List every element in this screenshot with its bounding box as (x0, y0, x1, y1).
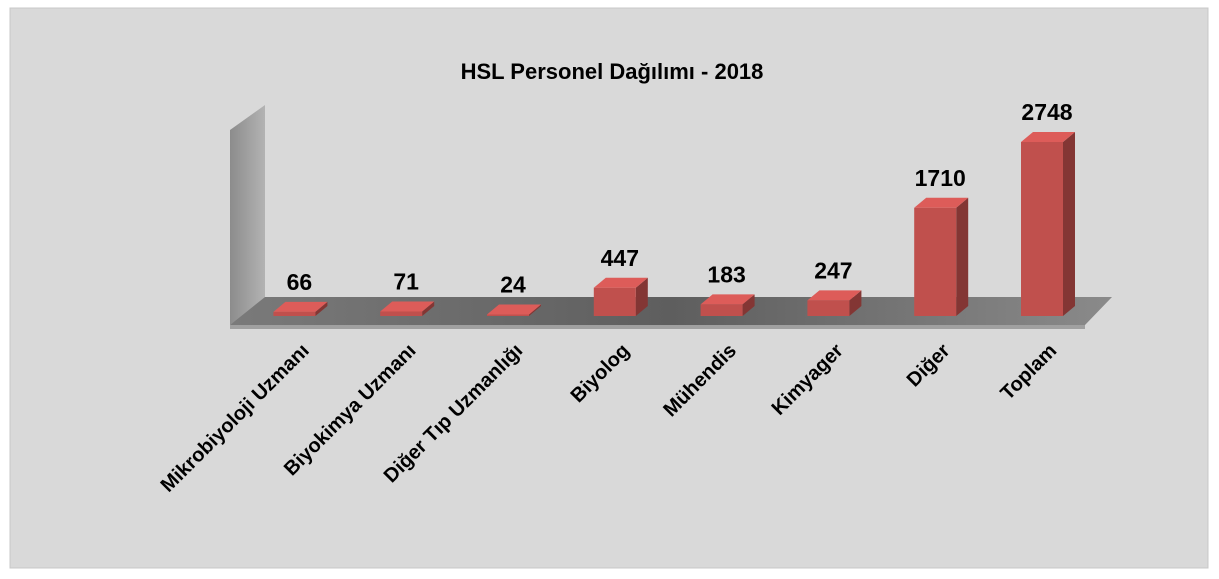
bar (593, 287, 636, 316)
bar-top (807, 290, 862, 301)
chart-title: HSL Personel Dağılımı - 2018 (461, 59, 764, 84)
bar-top (487, 304, 541, 315)
data-label: 71 (393, 269, 419, 295)
data-label: 24 (500, 272, 526, 298)
data-label: 66 (287, 269, 313, 295)
data-label: 2748 (1021, 99, 1072, 125)
floor-edge (230, 325, 1085, 329)
bar-side (422, 301, 435, 316)
bar-top (593, 277, 648, 288)
bar-top (700, 294, 755, 305)
bar-side (315, 301, 328, 316)
data-label: 447 (601, 245, 639, 271)
back-wall (230, 105, 265, 325)
bar-side (956, 197, 969, 316)
bar (380, 311, 423, 316)
bar (914, 207, 957, 316)
bar (700, 304, 743, 316)
data-label: 1710 (915, 165, 966, 191)
bar-top (1021, 132, 1075, 142)
bar (273, 311, 316, 316)
floor (230, 297, 1112, 325)
data-label: 183 (707, 261, 745, 287)
bar-side (742, 294, 755, 316)
bar (807, 300, 850, 316)
bar (487, 314, 529, 316)
data-label: 247 (814, 257, 852, 283)
bar-top (380, 301, 435, 312)
bar-side (1063, 132, 1075, 316)
bar (1021, 142, 1063, 316)
bar-top (273, 301, 328, 312)
bar-side (529, 304, 541, 316)
bar-side (635, 277, 648, 316)
bar-side (849, 290, 862, 316)
bar-top (914, 197, 969, 208)
